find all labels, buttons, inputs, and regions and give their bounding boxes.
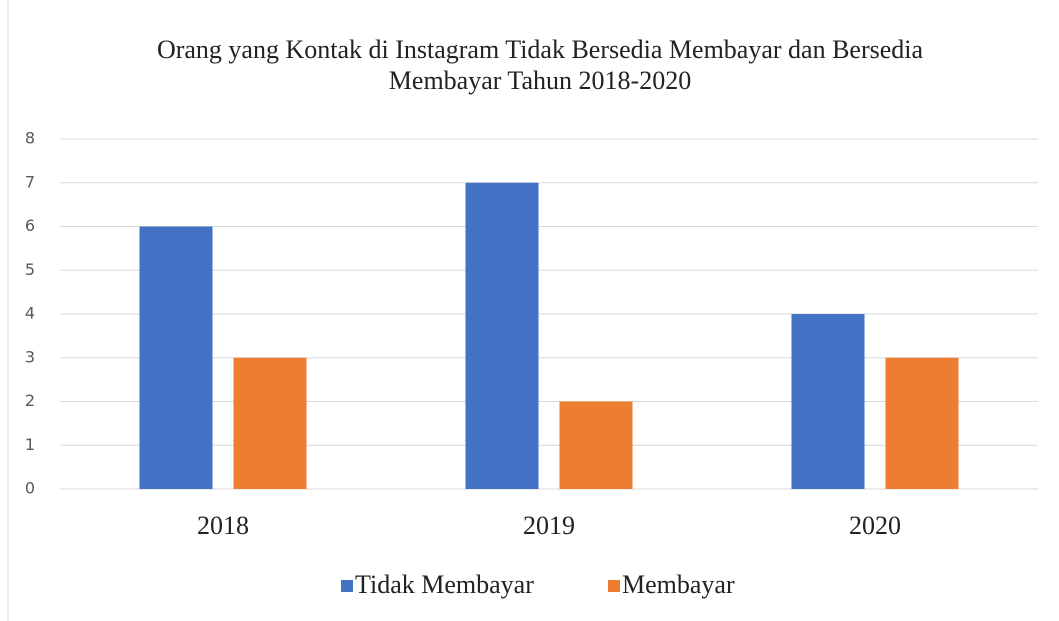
chart-title: Orang yang Kontak di Instagram Tidak Ber…: [156, 35, 924, 95]
bar: [791, 314, 865, 489]
y-tick-label: 7: [25, 172, 35, 191]
y-tick-label: 6: [25, 216, 35, 235]
bar: [885, 357, 959, 489]
legend-swatch: [608, 580, 620, 592]
y-tick-label: 3: [25, 347, 35, 366]
y-tick-label: 1: [25, 435, 35, 454]
legend-label: Membayar: [622, 570, 735, 599]
y-tick-label: 8: [25, 129, 35, 148]
legend-swatch: [341, 580, 353, 592]
x-tick-label: 2020: [849, 511, 901, 540]
bar: [233, 357, 307, 489]
y-tick-label: 4: [25, 304, 35, 323]
legend-label: Tidak Membayar: [355, 570, 534, 599]
bar: [559, 401, 633, 489]
bar: [465, 182, 539, 489]
x-tick-label: 2019: [523, 511, 575, 540]
y-tick-label: 0: [25, 479, 35, 498]
y-tick-label: 2: [25, 391, 35, 410]
x-tick-label: 2018: [197, 511, 249, 540]
bar: [139, 226, 213, 489]
y-tick-label: 5: [25, 260, 35, 279]
